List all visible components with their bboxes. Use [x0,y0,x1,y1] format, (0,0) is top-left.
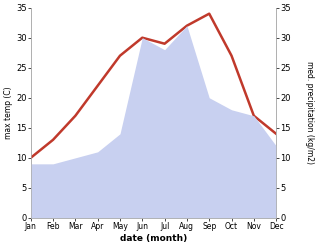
Y-axis label: med. precipitation (kg/m2): med. precipitation (kg/m2) [305,61,314,164]
Y-axis label: max temp (C): max temp (C) [4,86,13,139]
X-axis label: date (month): date (month) [120,234,187,243]
